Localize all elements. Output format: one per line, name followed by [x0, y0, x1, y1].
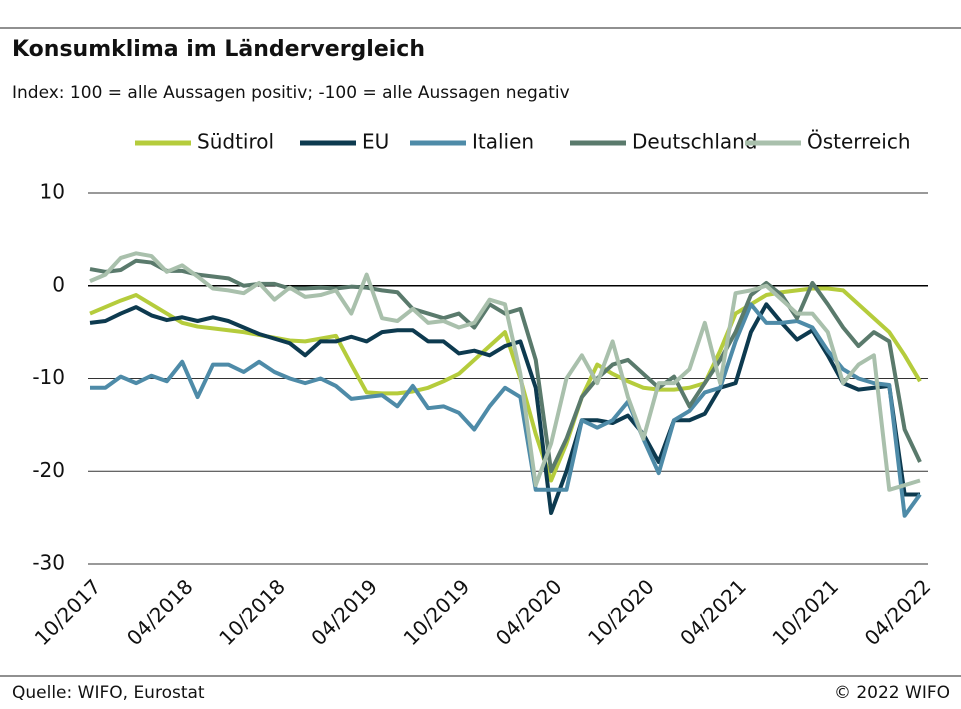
y-tick-label: -10 [32, 365, 65, 389]
x-tick-label: 10/2018 [214, 574, 290, 650]
x-tick-label: 04/2019 [306, 574, 382, 650]
x-tick-label: 10/2021 [767, 574, 843, 650]
x-tick-label: 04/2022 [860, 574, 936, 650]
chart-title: Konsumklima im Ländervergleich [12, 37, 425, 62]
x-tick-label: 10/2020 [583, 574, 659, 650]
x-tick-label: 04/2020 [491, 574, 567, 650]
legend-label: Österreich [807, 130, 911, 154]
legend-label: Südtirol [197, 130, 274, 154]
x-tick-label: 04/2021 [675, 574, 751, 650]
series-line [89, 251, 921, 492]
series-line [90, 302, 922, 518]
y-tick-label: 10 [40, 180, 65, 204]
legend-label: Italien [472, 130, 534, 154]
series-line [89, 258, 922, 474]
x-tick-label: 10/2017 [30, 574, 106, 650]
x-tick-label: 04/2018 [122, 574, 198, 650]
legend-label: EU [362, 130, 389, 154]
y-tick-label: -20 [32, 458, 65, 482]
y-tick-label: 0 [52, 272, 65, 296]
legend-label: Deutschland [632, 130, 758, 154]
x-tick-label: 10/2019 [399, 574, 475, 650]
copyright: © 2022 WIFO [834, 683, 950, 703]
series-line [89, 286, 922, 483]
chart-subtitle: Index: 100 = alle Aussagen positiv; -100… [12, 83, 570, 103]
source: Quelle: WIFO, Eurostat [12, 683, 205, 703]
y-tick-label: -30 [32, 551, 65, 575]
